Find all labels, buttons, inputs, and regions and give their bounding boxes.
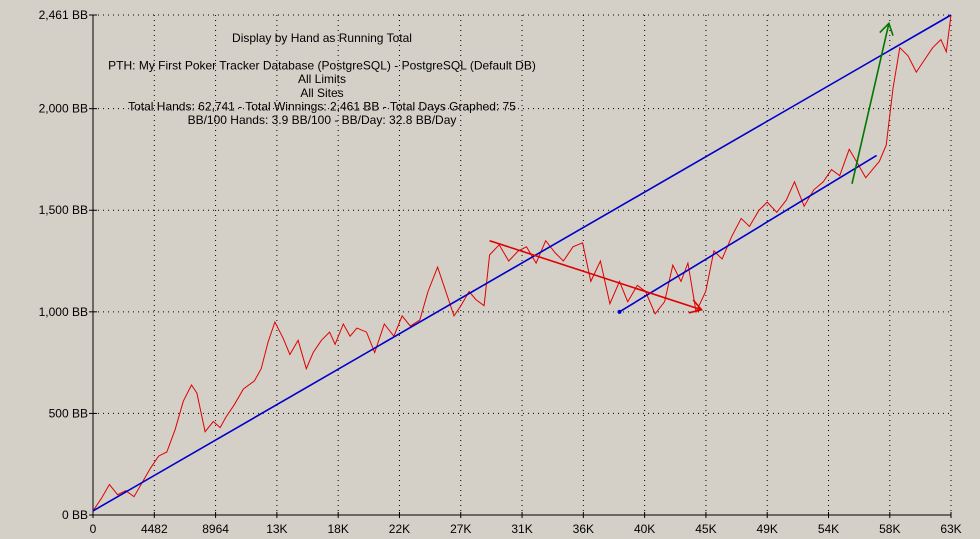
series-line-1 (92, 14, 952, 512)
chart-title-block: Display by Hand as Running Total PTH: My … (108, 31, 536, 127)
chart-title-line: All Sites (300, 86, 343, 100)
chart-title-line: Display by Hand as Running Total (232, 31, 412, 45)
x-tick-label: 63K (940, 522, 961, 536)
series-line-4 (851, 23, 890, 184)
chart-title-line: Total Hands: 62,741 - Total Winnings: 2,… (128, 100, 516, 114)
x-tick-label: 31K (511, 522, 532, 536)
x-tick-label: 49K (757, 522, 778, 536)
x-tick-label: 45K (695, 522, 716, 536)
x-tick-label: 0 (90, 522, 97, 536)
x-tick-label: 36K (573, 522, 594, 536)
series-line-2 (619, 154, 878, 313)
x-tick-label: 8964 (202, 522, 229, 536)
series-start-point (617, 309, 622, 314)
x-tick-label: 27K (450, 522, 471, 536)
y-tick-label: 2,000 BB (39, 102, 88, 116)
y-axis-ticks: 0 BB 500 BB 1,000 BB 1,500 BB 2,000 BB 2,461 … (39, 8, 97, 522)
series-arrowhead-4 (879, 21, 894, 36)
chart-title-line: PTH: My First Poker Tracker Database (Po… (108, 58, 536, 72)
chart-title-line: BB/100 Hands: 3.9 BB/100 - BB/Day: 32.8 … (188, 113, 457, 127)
x-tick-label: 58K (879, 522, 900, 536)
x-tick-label: 22K (389, 522, 410, 536)
grid (93, 14, 952, 516)
series-arrowhead-3 (688, 299, 704, 314)
y-tick-label: 0 BB (62, 508, 88, 522)
y-tick-label: 1,500 BB (39, 203, 88, 217)
x-tick-label: 40K (634, 522, 655, 536)
x-axis-ticks: 0 4482 8964 13K 18K 22K 27K 31K 36K 40K 45K 49K 54K 5… (90, 512, 962, 536)
chart-title-line: All Limits (298, 72, 346, 86)
series-group (92, 14, 952, 512)
x-tick-label: 4482 (141, 522, 168, 536)
x-tick-label: 54K (818, 522, 839, 536)
y-tick-label: 2,461 BB (39, 8, 88, 22)
x-tick-label: 13K (266, 522, 287, 536)
series-line-3 (489, 239, 702, 311)
y-tick-label: 500 BB (49, 406, 88, 420)
y-tick-label: 1,000 BB (39, 305, 88, 319)
x-tick-label: 18K (327, 522, 348, 536)
series-line-0 (92, 14, 952, 512)
